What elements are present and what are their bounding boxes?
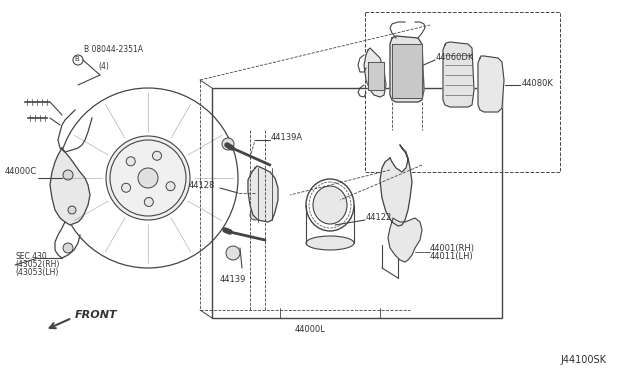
Text: 44080K: 44080K (522, 78, 554, 87)
Circle shape (145, 198, 154, 206)
Polygon shape (248, 166, 278, 222)
Circle shape (152, 151, 161, 160)
Ellipse shape (306, 236, 354, 250)
Text: 44139: 44139 (220, 275, 246, 284)
Circle shape (126, 157, 135, 166)
Text: FRONT: FRONT (75, 310, 118, 320)
Bar (365, 12, 560, 172)
Polygon shape (50, 148, 90, 225)
Circle shape (226, 246, 240, 260)
Ellipse shape (313, 186, 347, 224)
Text: 44001(RH): 44001(RH) (430, 244, 475, 253)
Text: (43053(LH): (43053(LH) (15, 268, 58, 277)
Circle shape (63, 170, 73, 180)
Circle shape (222, 138, 234, 150)
Text: (43052(RH): (43052(RH) (15, 260, 60, 269)
Text: 44000L: 44000L (294, 325, 325, 334)
Text: 44139A: 44139A (271, 134, 303, 142)
Text: (4): (4) (98, 62, 109, 71)
Circle shape (250, 170, 260, 180)
Text: J44100SK: J44100SK (560, 355, 606, 365)
Text: 44122: 44122 (366, 214, 392, 222)
Polygon shape (380, 145, 412, 226)
Text: SEC.430: SEC.430 (15, 252, 47, 261)
Text: B: B (75, 56, 79, 62)
Polygon shape (364, 48, 386, 97)
Bar (212, 88, 502, 318)
Text: 44011(LH): 44011(LH) (430, 253, 474, 262)
Polygon shape (388, 218, 422, 262)
Polygon shape (368, 62, 384, 90)
Polygon shape (390, 36, 424, 102)
Circle shape (166, 182, 175, 191)
Text: B 08044-2351A: B 08044-2351A (84, 45, 143, 54)
Circle shape (63, 243, 73, 253)
Polygon shape (443, 42, 474, 107)
Circle shape (250, 210, 260, 220)
Polygon shape (478, 56, 504, 112)
Circle shape (106, 136, 190, 220)
Circle shape (122, 183, 131, 192)
Text: 44128: 44128 (189, 182, 215, 190)
Text: 44060DK: 44060DK (436, 54, 474, 62)
Text: 44000C: 44000C (5, 167, 37, 176)
Circle shape (138, 168, 158, 188)
Circle shape (68, 206, 76, 214)
Polygon shape (392, 44, 422, 98)
